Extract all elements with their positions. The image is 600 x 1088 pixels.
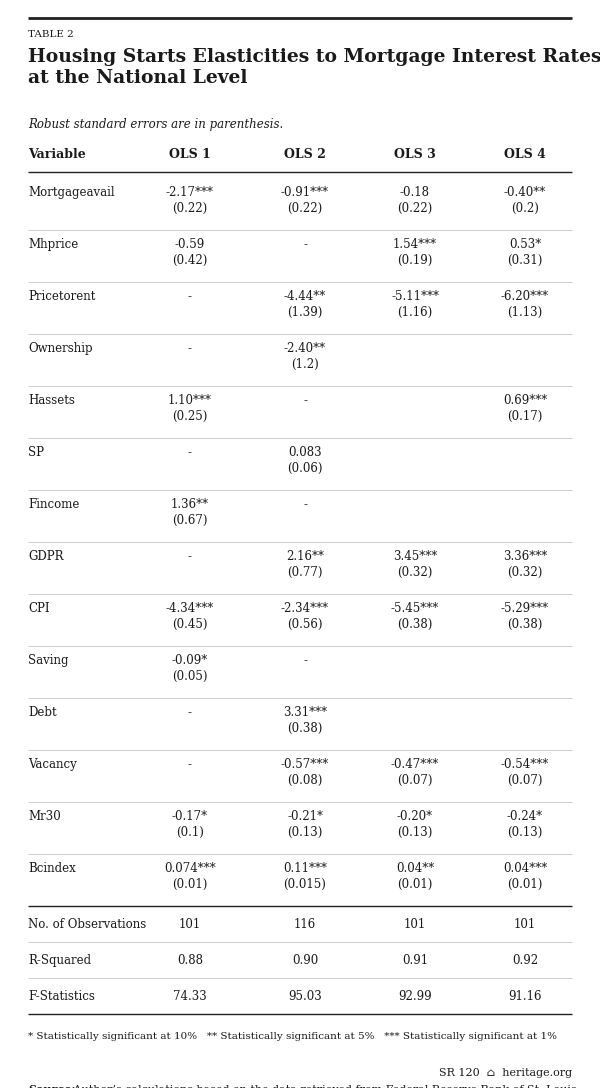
Text: 0.53*
(0.31): 0.53* (0.31) [508,238,542,267]
Text: R-Squared: R-Squared [28,954,91,967]
Text: 0.04**
(0.01): 0.04** (0.01) [396,862,434,890]
Text: -0.57***
(0.08): -0.57*** (0.08) [281,758,329,787]
Text: SR 120  ⌂  heritage.org: SR 120 ⌂ heritage.org [439,1068,572,1078]
Text: Hassets: Hassets [28,394,75,407]
Text: 0.04***
(0.01): 0.04*** (0.01) [503,862,547,890]
Text: Fincome: Fincome [28,498,79,511]
Text: Mhprice: Mhprice [28,238,78,251]
Text: -0.54***
(0.07): -0.54*** (0.07) [501,758,549,787]
Text: 74.33: 74.33 [173,990,207,1003]
Text: 0.074***
(0.01): 0.074*** (0.01) [164,862,216,890]
Text: -0.18
(0.22): -0.18 (0.22) [397,186,433,214]
Text: Author’s calculations based on the data retrieved from Federal Reserve Bank of S: Author’s calculations based on the data … [70,1084,600,1088]
Text: SP: SP [28,446,44,459]
Text: 0.88: 0.88 [177,954,203,967]
Text: 0.69***
(0.17): 0.69*** (0.17) [503,394,547,422]
Text: -: - [303,238,307,251]
Text: Mortgageavail: Mortgageavail [28,186,115,199]
Text: -: - [188,551,192,562]
Text: Debt: Debt [28,706,56,719]
Text: -4.44**
(1.39): -4.44** (1.39) [284,290,326,319]
Text: -2.40**
(1.2): -2.40** (1.2) [284,342,326,371]
Text: Ownership: Ownership [28,342,92,355]
Text: -: - [188,758,192,771]
Text: -5.11***
(1.16): -5.11*** (1.16) [391,290,439,319]
Text: -: - [188,446,192,459]
Text: TABLE 2: TABLE 2 [28,30,74,39]
Text: No. of Observations: No. of Observations [28,918,146,931]
Text: Robust standard errors are in parenthesis.: Robust standard errors are in parenthesi… [28,118,283,131]
Text: OLS 2: OLS 2 [284,148,326,161]
Text: -0.24*
(0.13): -0.24* (0.13) [507,809,543,839]
Text: -4.34***
(0.45): -4.34*** (0.45) [166,602,214,631]
Text: * Statistically significant at 10%   ** Statistically significant at 5%   *** St: * Statistically significant at 10% ** St… [28,1033,557,1041]
Text: Pricetorent: Pricetorent [28,290,95,302]
Text: -0.21*
(0.13): -0.21* (0.13) [287,809,323,839]
Text: Saving: Saving [28,654,68,667]
Text: 91.16: 91.16 [508,990,542,1003]
Text: Mr30: Mr30 [28,809,61,823]
Text: -0.17*
(0.1): -0.17* (0.1) [172,809,208,839]
Text: 3.36***
(0.32): 3.36*** (0.32) [503,551,547,579]
Text: Source:: Source: [28,1084,76,1088]
Text: 2.16**
(0.77): 2.16** (0.77) [286,551,324,579]
Text: 1.54***
(0.19): 1.54*** (0.19) [393,238,437,267]
Text: -0.09*
(0.05): -0.09* (0.05) [172,654,208,682]
Text: 0.083
(0.06): 0.083 (0.06) [287,446,323,474]
Text: -: - [188,706,192,719]
Text: -0.47***
(0.07): -0.47*** (0.07) [391,758,439,787]
Text: 95.03: 95.03 [288,990,322,1003]
Text: 0.91: 0.91 [402,954,428,967]
Text: GDPR: GDPR [28,551,64,562]
Text: CPI: CPI [28,602,50,615]
Text: 0.92: 0.92 [512,954,538,967]
Text: 1.10***
(0.25): 1.10*** (0.25) [168,394,212,422]
Text: OLS 4: OLS 4 [504,148,546,161]
Text: -0.20*
(0.13): -0.20* (0.13) [397,809,433,839]
Text: -: - [188,342,192,355]
Text: -: - [303,654,307,667]
Text: 1.36**
(0.67): 1.36** (0.67) [171,498,209,527]
Text: -0.91***
(0.22): -0.91*** (0.22) [281,186,329,214]
Text: Vacancy: Vacancy [28,758,77,771]
Text: -: - [188,290,192,302]
Text: -2.34***
(0.56): -2.34*** (0.56) [281,602,329,631]
Text: 3.45***
(0.32): 3.45*** (0.32) [393,551,437,579]
Text: F-Statistics: F-Statistics [28,990,95,1003]
Text: -: - [303,498,307,511]
Text: OLS 3: OLS 3 [394,148,436,161]
Text: -: - [303,394,307,407]
Text: 101: 101 [514,918,536,931]
Text: 92.99: 92.99 [398,990,432,1003]
Text: -6.20***
(1.13): -6.20*** (1.13) [501,290,549,319]
Text: OLS 1: OLS 1 [169,148,211,161]
Text: -5.29***
(0.38): -5.29*** (0.38) [501,602,549,631]
Text: -2.17***
(0.22): -2.17*** (0.22) [166,186,214,214]
Text: 101: 101 [404,918,426,931]
Text: 101: 101 [179,918,201,931]
Text: -0.40**
(0.2): -0.40** (0.2) [504,186,546,214]
Text: Bcindex: Bcindex [28,862,76,875]
Text: 0.90: 0.90 [292,954,318,967]
Text: 3.31***
(0.38): 3.31*** (0.38) [283,706,327,734]
Text: -0.59
(0.42): -0.59 (0.42) [172,238,208,267]
Text: 116: 116 [294,918,316,931]
Text: -5.45***
(0.38): -5.45*** (0.38) [391,602,439,631]
Text: Variable: Variable [28,148,86,161]
Text: 0.11***
(0.015): 0.11*** (0.015) [283,862,327,890]
Text: Housing Starts Elasticities to Mortgage Interest Rates
at the National Level: Housing Starts Elasticities to Mortgage … [28,48,600,87]
